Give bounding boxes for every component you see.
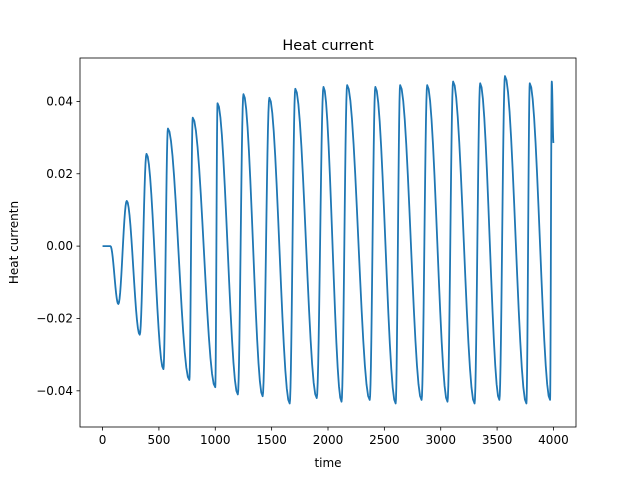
y-tick-label: −0.04 xyxy=(36,384,73,398)
x-tick-label: 0 xyxy=(99,433,107,447)
chart-title: Heat current xyxy=(282,38,374,54)
y-tick-label: 0.00 xyxy=(46,239,73,253)
x-tick-label: 2500 xyxy=(369,433,400,447)
x-axis-label: time xyxy=(314,456,341,470)
series-line xyxy=(102,75,555,405)
y-tick-label: 0.02 xyxy=(46,167,73,181)
x-tick-label: 3000 xyxy=(425,433,456,447)
x-tick-label: 3500 xyxy=(482,433,513,447)
x-tick-label: 500 xyxy=(147,433,170,447)
plot-frame xyxy=(79,57,577,428)
y-axis: −0.04 −0.02 0.00 0.02 0.04 xyxy=(36,94,80,398)
x-tick-label: 1000 xyxy=(200,433,231,447)
x-tick-label: 4000 xyxy=(538,433,569,447)
y-tick-label: −0.02 xyxy=(36,311,73,325)
y-axis-label: Heat currentn xyxy=(7,201,21,284)
plot-area xyxy=(102,75,555,405)
x-tick-label: 1500 xyxy=(256,433,287,447)
y-tick-label: 0.04 xyxy=(46,94,73,108)
x-axis: 0 500 1000 1500 2000 2500 3000 3500 4000 xyxy=(99,427,569,447)
x-tick-label: 2000 xyxy=(313,433,344,447)
